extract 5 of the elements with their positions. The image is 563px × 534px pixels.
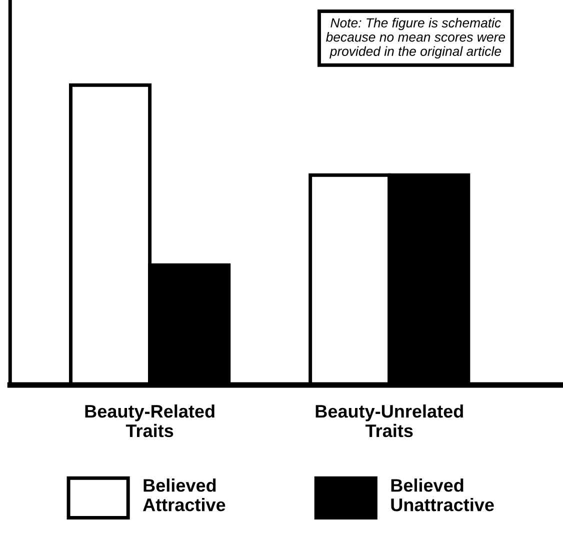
- x-tick-label: Beauty-Related Traits: [85, 404, 214, 438]
- text: Note: The figure is schematic because no mean scores were provided in the original article: [326, 18, 506, 59]
- legend-label: Believed Unattractive: [391, 478, 494, 512]
- legend-label: Believed Attractive: [142, 478, 226, 512]
- x-tick-label: Beauty-Unrelated Traits: [316, 404, 463, 438]
